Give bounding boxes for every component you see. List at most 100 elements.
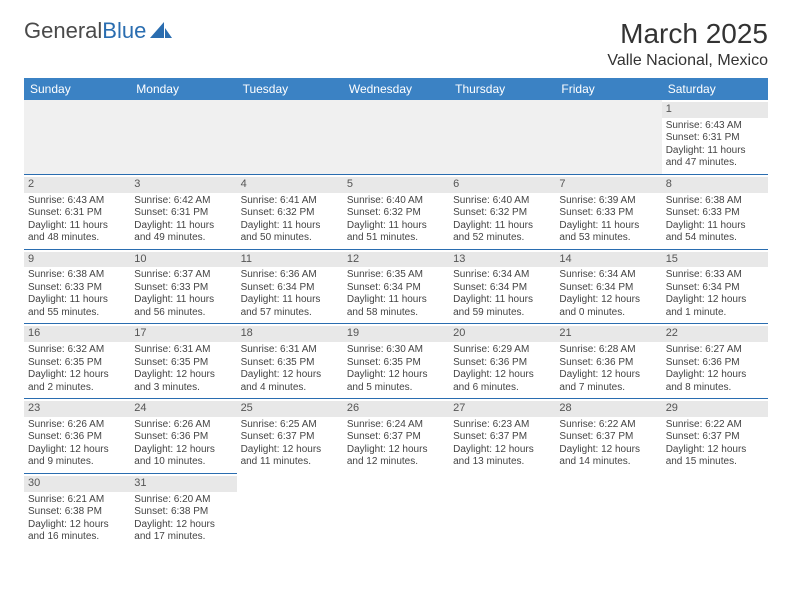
calendar-day-cell: 24Sunrise: 6:26 AMSunset: 6:36 PMDayligh… — [130, 399, 236, 474]
title-block: March 2025 Valle Nacional, Mexico — [607, 18, 768, 70]
calendar-day-cell: 29Sunrise: 6:22 AMSunset: 6:37 PMDayligh… — [662, 399, 768, 474]
sunrise-text: Sunrise: 6:34 AM — [559, 269, 657, 282]
day-details: Sunrise: 6:24 AMSunset: 6:37 PMDaylight:… — [347, 419, 445, 469]
day-number: 26 — [343, 401, 449, 417]
sunset-text: Sunset: 6:33 PM — [134, 282, 232, 295]
sunset-text: Sunset: 6:31 PM — [28, 207, 126, 220]
daylight-text: Daylight: 12 hours and 0 minutes. — [559, 294, 657, 319]
month-title: March 2025 — [607, 18, 768, 50]
sunrise-text: Sunrise: 6:36 AM — [241, 269, 339, 282]
weekday-header: Wednesday — [343, 78, 449, 100]
day-details: Sunrise: 6:34 AMSunset: 6:34 PMDaylight:… — [559, 269, 657, 319]
day-number: 25 — [237, 401, 343, 417]
day-details: Sunrise: 6:43 AMSunset: 6:31 PMDaylight:… — [666, 120, 764, 170]
calendar-week-row: 2Sunrise: 6:43 AMSunset: 6:31 PMDaylight… — [24, 174, 768, 249]
day-number: 28 — [555, 401, 661, 417]
sunrise-text: Sunrise: 6:38 AM — [666, 195, 764, 208]
day-details: Sunrise: 6:25 AMSunset: 6:37 PMDaylight:… — [241, 419, 339, 469]
sunrise-text: Sunrise: 6:30 AM — [347, 344, 445, 357]
daylight-text: Daylight: 11 hours and 59 minutes. — [453, 294, 551, 319]
day-number: 5 — [343, 177, 449, 193]
daylight-text: Daylight: 12 hours and 16 minutes. — [28, 519, 126, 544]
day-details: Sunrise: 6:28 AMSunset: 6:36 PMDaylight:… — [559, 344, 657, 394]
day-number: 8 — [662, 177, 768, 193]
daylight-text: Daylight: 11 hours and 50 minutes. — [241, 220, 339, 245]
sunset-text: Sunset: 6:37 PM — [559, 431, 657, 444]
sunset-text: Sunset: 6:35 PM — [241, 357, 339, 370]
daylight-text: Daylight: 12 hours and 6 minutes. — [453, 369, 551, 394]
calendar-day-cell: 27Sunrise: 6:23 AMSunset: 6:37 PMDayligh… — [449, 399, 555, 474]
sunset-text: Sunset: 6:33 PM — [559, 207, 657, 220]
daylight-text: Daylight: 11 hours and 51 minutes. — [347, 220, 445, 245]
location: Valle Nacional, Mexico — [607, 52, 768, 70]
day-number: 21 — [555, 326, 661, 342]
day-number: 2 — [24, 177, 130, 193]
daylight-text: Daylight: 12 hours and 15 minutes. — [666, 444, 764, 469]
daylight-text: Daylight: 12 hours and 1 minute. — [666, 294, 764, 319]
daylight-text: Daylight: 12 hours and 10 minutes. — [134, 444, 232, 469]
daylight-text: Daylight: 11 hours and 58 minutes. — [347, 294, 445, 319]
weekday-header-row: Sunday Monday Tuesday Wednesday Thursday… — [24, 78, 768, 100]
sunset-text: Sunset: 6:34 PM — [347, 282, 445, 295]
day-number: 3 — [130, 177, 236, 193]
daylight-text: Daylight: 11 hours and 57 minutes. — [241, 294, 339, 319]
calendar-day-cell — [449, 473, 555, 547]
day-details: Sunrise: 6:29 AMSunset: 6:36 PMDaylight:… — [453, 344, 551, 394]
day-details: Sunrise: 6:39 AMSunset: 6:33 PMDaylight:… — [559, 195, 657, 245]
sunrise-text: Sunrise: 6:25 AM — [241, 419, 339, 432]
sunset-text: Sunset: 6:34 PM — [453, 282, 551, 295]
calendar-week-row: 23Sunrise: 6:26 AMSunset: 6:36 PMDayligh… — [24, 399, 768, 474]
sunrise-text: Sunrise: 6:29 AM — [453, 344, 551, 357]
daylight-text: Daylight: 11 hours and 56 minutes. — [134, 294, 232, 319]
day-details: Sunrise: 6:40 AMSunset: 6:32 PMDaylight:… — [347, 195, 445, 245]
daylight-text: Daylight: 11 hours and 54 minutes. — [666, 220, 764, 245]
sunrise-text: Sunrise: 6:41 AM — [241, 195, 339, 208]
calendar-day-cell: 8 Sunrise: 6:38 AMSunset: 6:33 PMDaylight… — [662, 174, 768, 249]
calendar-day-cell: 7Sunrise: 6:39 AMSunset: 6:33 PMDaylight… — [555, 174, 661, 249]
sunset-text: Sunset: 6:35 PM — [134, 357, 232, 370]
calendar-day-cell: 4Sunrise: 6:41 AMSunset: 6:32 PMDaylight… — [237, 174, 343, 249]
day-details: Sunrise: 6:31 AMSunset: 6:35 PMDaylight:… — [134, 344, 232, 394]
sunrise-text: Sunrise: 6:42 AM — [134, 195, 232, 208]
day-details: Sunrise: 6:32 AMSunset: 6:35 PMDaylight:… — [28, 344, 126, 394]
calendar-day-cell — [130, 100, 236, 174]
day-number: 14 — [555, 252, 661, 268]
weekday-header: Tuesday — [237, 78, 343, 100]
calendar-day-cell: 12Sunrise: 6:35 AMSunset: 6:34 PMDayligh… — [343, 249, 449, 324]
logo-text-blue: Blue — [102, 18, 146, 44]
day-details: Sunrise: 6:41 AMSunset: 6:32 PMDaylight:… — [241, 195, 339, 245]
sunrise-text: Sunrise: 6:33 AM — [666, 269, 764, 282]
daylight-text: Daylight: 12 hours and 11 minutes. — [241, 444, 339, 469]
calendar-day-cell: 26 Sunrise: 6:24 AMSunset: 6:37 PMDayligh… — [343, 399, 449, 474]
daylight-text: Daylight: 12 hours and 4 minutes. — [241, 369, 339, 394]
daylight-text: Daylight: 12 hours and 17 minutes. — [134, 519, 232, 544]
sunrise-text: Sunrise: 6:31 AM — [241, 344, 339, 357]
daylight-text: Daylight: 12 hours and 5 minutes. — [347, 369, 445, 394]
sunset-text: Sunset: 6:36 PM — [666, 357, 764, 370]
day-details: Sunrise: 6:43 AMSunset: 6:31 PMDaylight:… — [28, 195, 126, 245]
weekday-header: Sunday — [24, 78, 130, 100]
calendar-page: GeneralBlue March 2025 Valle Nacional, M… — [0, 0, 792, 548]
day-details: Sunrise: 6:26 AMSunset: 6:36 PMDaylight:… — [28, 419, 126, 469]
sunset-text: Sunset: 6:34 PM — [666, 282, 764, 295]
calendar-day-cell — [449, 100, 555, 174]
sunrise-text: Sunrise: 6:39 AM — [559, 195, 657, 208]
calendar-day-cell — [343, 473, 449, 547]
sunrise-text: Sunrise: 6:38 AM — [28, 269, 126, 282]
day-number: 12 — [343, 252, 449, 268]
day-number: 18 — [237, 326, 343, 342]
calendar-day-cell: 31Sunrise: 6:20 AMSunset: 6:38 PMDayligh… — [130, 473, 236, 547]
day-number: 31 — [130, 476, 236, 492]
daylight-text: Daylight: 11 hours and 47 minutes. — [666, 145, 764, 170]
calendar-day-cell: 9Sunrise: 6:38 AMSunset: 6:33 PMDaylight… — [24, 249, 130, 324]
sunrise-text: Sunrise: 6:22 AM — [666, 419, 764, 432]
sunrise-text: Sunrise: 6:40 AM — [347, 195, 445, 208]
calendar-table: Sunday Monday Tuesday Wednesday Thursday… — [24, 78, 768, 548]
sunrise-text: Sunrise: 6:28 AM — [559, 344, 657, 357]
sunset-text: Sunset: 6:36 PM — [453, 357, 551, 370]
day-details: Sunrise: 6:38 AMSunset: 6:33 PMDaylight:… — [666, 195, 764, 245]
sunrise-text: Sunrise: 6:43 AM — [666, 120, 764, 133]
sunset-text: Sunset: 6:32 PM — [453, 207, 551, 220]
sunset-text: Sunset: 6:35 PM — [28, 357, 126, 370]
sunrise-text: Sunrise: 6:43 AM — [28, 195, 126, 208]
